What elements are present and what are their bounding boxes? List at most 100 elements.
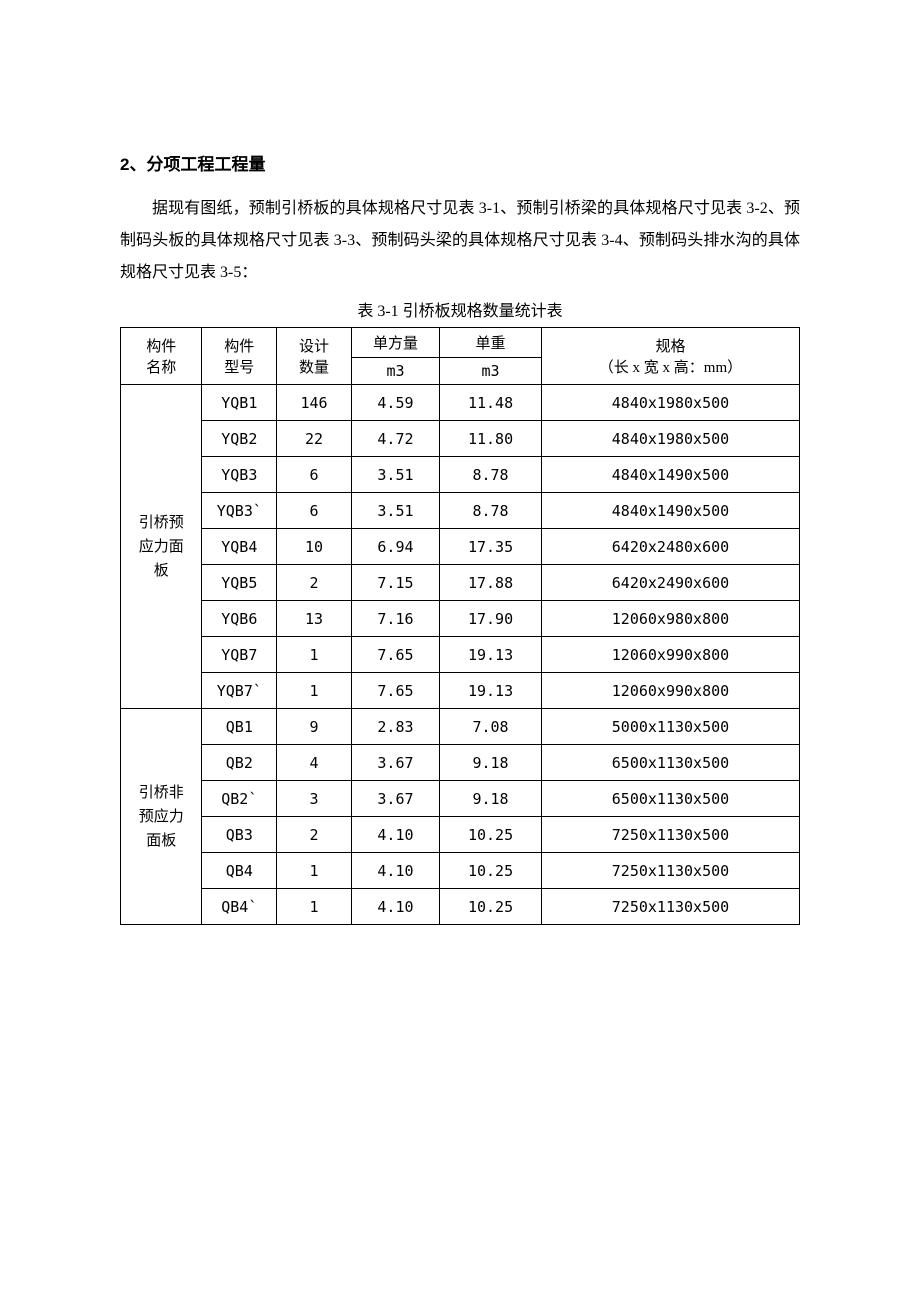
weight-cell: 9.18 bbox=[440, 745, 542, 781]
th-model-l1: 构件 bbox=[224, 339, 254, 355]
table-row: QB243.679.186500x1130x500 bbox=[121, 745, 800, 781]
th-name-l2: 名称 bbox=[146, 360, 176, 376]
model-cell: QB2` bbox=[202, 781, 277, 817]
spec-cell: 4840x1980x500 bbox=[541, 385, 799, 421]
model-cell: QB4 bbox=[202, 853, 277, 889]
th-weight-unit: m3 bbox=[440, 358, 542, 385]
table-row: YQB363.518.784840x1490x500 bbox=[121, 457, 800, 493]
th-vol: 单方量 bbox=[351, 328, 439, 358]
weight-cell: 10.25 bbox=[440, 889, 542, 925]
table-row: YQB7`17.6519.1312060x990x800 bbox=[121, 673, 800, 709]
qty-cell: 1 bbox=[277, 673, 352, 709]
th-name: 构件 名称 bbox=[121, 328, 202, 385]
weight-cell: 19.13 bbox=[440, 673, 542, 709]
weight-cell: 11.48 bbox=[440, 385, 542, 421]
qty-cell: 1 bbox=[277, 889, 352, 925]
table-caption: 表 3-1 引桥板规格数量统计表 bbox=[120, 297, 800, 321]
vol-cell: 3.67 bbox=[351, 745, 439, 781]
qty-cell: 6 bbox=[277, 493, 352, 529]
weight-cell: 9.18 bbox=[440, 781, 542, 817]
th-qty-l2: 数量 bbox=[299, 360, 329, 376]
weight-cell: 10.25 bbox=[440, 853, 542, 889]
spec-cell: 4840x1490x500 bbox=[541, 493, 799, 529]
table-row: YQB527.1517.886420x2490x600 bbox=[121, 565, 800, 601]
vol-cell: 7.15 bbox=[351, 565, 439, 601]
group-name-cell: 引桥非预应力面板 bbox=[121, 709, 202, 925]
model-cell: YQB7 bbox=[202, 637, 277, 673]
model-cell: YQB5 bbox=[202, 565, 277, 601]
weight-cell: 17.35 bbox=[440, 529, 542, 565]
qty-cell: 13 bbox=[277, 601, 352, 637]
vol-cell: 3.51 bbox=[351, 493, 439, 529]
th-model-l2: 型号 bbox=[224, 360, 254, 376]
vol-cell: 7.65 bbox=[351, 673, 439, 709]
spec-cell: 7250x1130x500 bbox=[541, 817, 799, 853]
vol-cell: 2.83 bbox=[351, 709, 439, 745]
model-cell: YQB1 bbox=[202, 385, 277, 421]
th-qty: 设计 数量 bbox=[277, 328, 352, 385]
table-header: 构件 名称 构件 型号 设计 数量 单方量 单重 规格 （长 x 宽 x 高：m… bbox=[121, 328, 800, 385]
table-row: QB2`33.679.186500x1130x500 bbox=[121, 781, 800, 817]
th-spec-l2: （长 x 宽 x 高：mm） bbox=[599, 360, 742, 376]
qty-cell: 9 bbox=[277, 709, 352, 745]
spec-cell: 12060x990x800 bbox=[541, 637, 799, 673]
spec-cell: 4840x1980x500 bbox=[541, 421, 799, 457]
qty-cell: 3 bbox=[277, 781, 352, 817]
vol-cell: 6.94 bbox=[351, 529, 439, 565]
spec-cell: 5000x1130x500 bbox=[541, 709, 799, 745]
qty-cell: 10 bbox=[277, 529, 352, 565]
th-weight: 单重 bbox=[440, 328, 542, 358]
table-row: YQB3`63.518.784840x1490x500 bbox=[121, 493, 800, 529]
weight-cell: 8.78 bbox=[440, 493, 542, 529]
spec-cell: 4840x1490x500 bbox=[541, 457, 799, 493]
model-cell: QB2 bbox=[202, 745, 277, 781]
qty-cell: 1 bbox=[277, 853, 352, 889]
vol-cell: 7.65 bbox=[351, 637, 439, 673]
model-cell: YQB3 bbox=[202, 457, 277, 493]
model-cell: QB3 bbox=[202, 817, 277, 853]
table-row: YQB6137.1617.9012060x980x800 bbox=[121, 601, 800, 637]
table-row: QB324.1010.257250x1130x500 bbox=[121, 817, 800, 853]
qty-cell: 22 bbox=[277, 421, 352, 457]
model-cell: YQB4 bbox=[202, 529, 277, 565]
model-cell: YQB6 bbox=[202, 601, 277, 637]
model-cell: QB1 bbox=[202, 709, 277, 745]
table-row: QB4`14.1010.257250x1130x500 bbox=[121, 889, 800, 925]
table-body: 引桥预应力面板YQB11464.5911.484840x1980x500YQB2… bbox=[121, 385, 800, 925]
th-qty-l1: 设计 bbox=[299, 339, 329, 355]
table-row: 引桥预应力面板YQB11464.5911.484840x1980x500 bbox=[121, 385, 800, 421]
qty-cell: 146 bbox=[277, 385, 352, 421]
qty-cell: 6 bbox=[277, 457, 352, 493]
model-cell: YQB2 bbox=[202, 421, 277, 457]
vol-cell: 4.10 bbox=[351, 817, 439, 853]
vol-cell: 4.72 bbox=[351, 421, 439, 457]
weight-cell: 17.88 bbox=[440, 565, 542, 601]
qty-cell: 2 bbox=[277, 565, 352, 601]
qty-cell: 4 bbox=[277, 745, 352, 781]
vol-cell: 3.67 bbox=[351, 781, 439, 817]
group-name-cell: 引桥预应力面板 bbox=[121, 385, 202, 709]
spec-cell: 6420x2490x600 bbox=[541, 565, 799, 601]
vol-cell: 4.10 bbox=[351, 889, 439, 925]
spec-cell: 7250x1130x500 bbox=[541, 853, 799, 889]
table-row: YQB717.6519.1312060x990x800 bbox=[121, 637, 800, 673]
spec-cell: 12060x980x800 bbox=[541, 601, 799, 637]
th-spec: 规格 （长 x 宽 x 高：mm） bbox=[541, 328, 799, 385]
section-heading: 2、分项工程工程量 bbox=[120, 150, 800, 175]
qty-cell: 1 bbox=[277, 637, 352, 673]
model-cell: QB4` bbox=[202, 889, 277, 925]
vol-cell: 7.16 bbox=[351, 601, 439, 637]
vol-cell: 4.59 bbox=[351, 385, 439, 421]
weight-cell: 17.90 bbox=[440, 601, 542, 637]
spec-cell: 6420x2480x600 bbox=[541, 529, 799, 565]
vol-cell: 3.51 bbox=[351, 457, 439, 493]
weight-cell: 8.78 bbox=[440, 457, 542, 493]
spec-cell: 6500x1130x500 bbox=[541, 781, 799, 817]
weight-cell: 10.25 bbox=[440, 817, 542, 853]
spec-cell: 12060x990x800 bbox=[541, 673, 799, 709]
weight-cell: 11.80 bbox=[440, 421, 542, 457]
table-row: YQB2224.7211.804840x1980x500 bbox=[121, 421, 800, 457]
model-cell: YQB3` bbox=[202, 493, 277, 529]
spec-cell: 7250x1130x500 bbox=[541, 889, 799, 925]
spec-table: 构件 名称 构件 型号 设计 数量 单方量 单重 规格 （长 x 宽 x 高：m… bbox=[120, 327, 800, 925]
